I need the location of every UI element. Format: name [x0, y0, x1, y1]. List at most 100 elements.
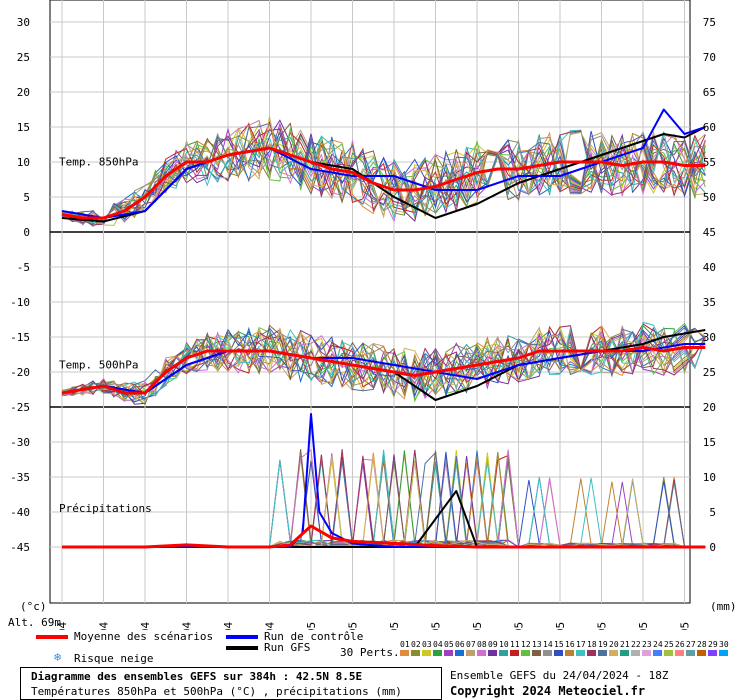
left-tick-label: -10 — [10, 296, 30, 309]
pert-number: 22 — [631, 640, 641, 649]
legend-mean-label: Moyenne des scénarios — [74, 630, 214, 643]
x-date-label: 10/05 — [679, 622, 692, 630]
pert-number: 21 — [620, 640, 630, 649]
legend-control-label: Run de contrôle — [264, 630, 364, 643]
series-line-run-de-contr-le — [62, 413, 706, 548]
pert-swatch — [532, 650, 541, 656]
legend-perts-label: 30 Perts. — [340, 646, 400, 659]
left-tick-label: 20 — [17, 86, 30, 99]
pert-number: 25 — [664, 640, 674, 649]
legend-gfs-label: Run GFS — [264, 641, 311, 654]
pert-number: 11 — [510, 640, 520, 649]
x-date-label: 29/04 — [222, 622, 235, 630]
pert-swatch — [708, 650, 717, 656]
left-tick-label: -5 — [17, 261, 30, 274]
pert-number: 10 — [499, 640, 509, 649]
right-tick-label: 45 — [703, 226, 716, 239]
right-tick-label: 55 — [703, 156, 716, 169]
x-date-label: 06/05 — [513, 622, 526, 630]
x-date-label: 01/05 — [305, 622, 318, 630]
pert-swatch — [598, 650, 607, 656]
panel-label: Temp. 500hPa — [59, 359, 138, 372]
ensemble-member-lines — [61, 116, 706, 548]
pert-swatch — [433, 650, 442, 656]
left-axis-unit: (°c) — [20, 600, 47, 613]
pert-swatch — [631, 650, 640, 656]
pert-number: 17 — [576, 640, 586, 649]
pert-number: 18 — [587, 640, 597, 649]
panel-labels: Temp. 850hPa Temp. 500hPa Précipitations — [59, 156, 152, 516]
run-info: Ensemble GEFS du 24/04/2024 - 18Z — [450, 669, 669, 682]
right-tick-label: 65 — [703, 86, 716, 99]
pert-number: 27 — [686, 640, 696, 649]
right-tick-label: 40 — [703, 261, 716, 274]
x-date-label: 07/05 — [554, 622, 567, 630]
pert-swatch — [477, 650, 486, 656]
pert-swatch — [653, 650, 662, 656]
pert-number: 16 — [565, 640, 575, 649]
pert-number: 20 — [609, 640, 619, 649]
pert-number: 07 — [466, 640, 476, 649]
altitude-label: Alt. 69m — [8, 616, 61, 629]
series-line-moyenne-des-sc-narios — [61, 146, 706, 220]
pert-number: 08 — [477, 640, 487, 649]
pert-swatch — [554, 650, 563, 656]
pert-swatch — [510, 650, 519, 656]
left-tick-label: 10 — [17, 156, 30, 169]
pert-swatch — [587, 650, 596, 656]
pert-swatch — [686, 650, 695, 656]
left-tick-label: -20 — [10, 366, 30, 379]
pert-swatch — [697, 650, 706, 656]
series-line-run-de-contr-le — [61, 108, 706, 219]
member-line-500 — [61, 328, 706, 400]
pert-number: 24 — [653, 640, 663, 649]
legend-gfs-swatch — [226, 646, 258, 650]
left-tick-label: -40 — [10, 506, 30, 519]
left-tick-label: -45 — [10, 541, 30, 554]
x-axis-date-labels: 25/04 26/04 27/04 28/04 29/04 30/04 01/05 02/05… — [56, 622, 692, 630]
pert-swatch — [400, 650, 409, 656]
pert-swatch — [499, 650, 508, 656]
pert-swatch — [576, 650, 585, 656]
member-line-precip — [62, 452, 706, 548]
pert-number: 23 — [642, 640, 652, 649]
pert-number: 13 — [532, 640, 542, 649]
pert-swatch — [488, 650, 497, 656]
legend-snow-label: Risque neige — [74, 652, 154, 665]
right-tick-label: 0 — [709, 541, 716, 554]
pert-number: 12 — [521, 640, 531, 649]
pert-swatch — [521, 650, 530, 656]
pert-number: 14 — [543, 640, 553, 649]
left-tick-label: 15 — [17, 121, 30, 134]
panel-label: Temp. 850hPa — [59, 156, 138, 169]
x-date-label: 09/05 — [637, 622, 650, 630]
snowflake-icon: ❄ — [54, 650, 62, 664]
left-tick-label: 0 — [23, 226, 30, 239]
left-tick-label: 25 — [17, 51, 30, 64]
right-tick-label: 70 — [703, 51, 716, 64]
footer-subtitle: Températures 850hPa et 500hPa (°C) , pré… — [31, 685, 402, 698]
series-line-moyenne-des-sc-narios — [62, 524, 706, 549]
left-tick-label: -30 — [10, 436, 30, 449]
chart-grid — [49, 0, 691, 604]
pert-number: 04 — [433, 640, 443, 649]
pert-number: 29 — [708, 640, 718, 649]
footer-title: Diagramme des ensembles GEFS sur 384h : … — [31, 670, 363, 683]
highlighted-series-lines — [61, 108, 706, 549]
legend-control-swatch — [226, 635, 258, 639]
pert-number: 19 — [598, 640, 608, 649]
right-tick-label: 5 — [709, 506, 716, 519]
pert-number: 15 — [554, 640, 564, 649]
footer-box: Diagramme des ensembles GEFS sur 384h : … — [20, 667, 442, 700]
x-date-label: 02/05 — [347, 622, 360, 630]
pert-swatch — [719, 650, 728, 656]
pert-swatch — [455, 650, 464, 656]
right-tick-label: 20 — [703, 401, 716, 414]
left-tick-label: 30 — [17, 16, 30, 29]
right-tick-label: 10 — [703, 471, 716, 484]
pert-swatch — [675, 650, 684, 656]
series-line-moyenne-des-sc-narios — [61, 346, 706, 395]
x-date-label: 04/05 — [430, 622, 443, 630]
